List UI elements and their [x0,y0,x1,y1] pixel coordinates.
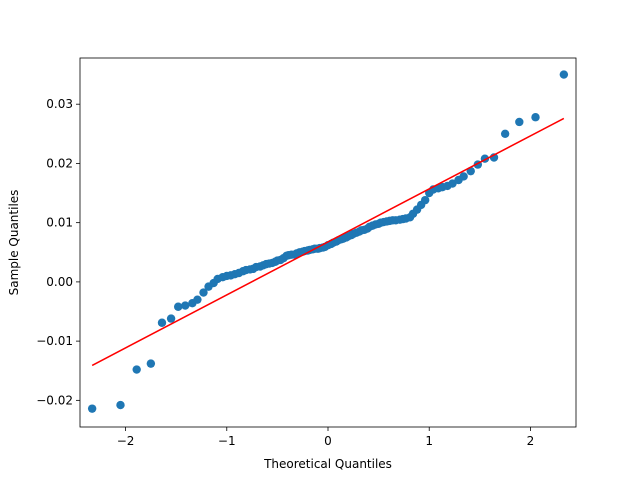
data-point [166,314,176,323]
x-axis-ticks: −2 −1 0 1 2 [117,427,535,448]
x-axis-label: Theoretical Quantiles [263,457,392,471]
data-point [420,195,430,205]
reference-line [91,117,565,367]
y-tick-label: 0.01 [46,216,73,230]
data-point [199,288,208,297]
data-point [116,400,125,410]
x-tick-label: 2 [527,434,535,448]
y-tick-label: −0.01 [36,334,73,348]
data-point [515,117,524,127]
points-layer [87,70,569,413]
data-point [559,70,569,79]
y-tick-label: 0.02 [46,156,73,170]
data-point [531,113,540,122]
data-point [146,359,156,368]
data-point [173,302,183,311]
data-point [157,318,167,327]
x-tick-label: −1 [218,434,236,448]
y-tick-label: 0.03 [46,97,73,111]
y-axis-ticks: −0.02 −0.01 0.00 0.01 0.02 0.03 [36,97,80,407]
data-point [500,129,510,139]
data-point [459,172,468,181]
x-tick-label: −2 [117,434,135,448]
x-tick-label: 1 [425,434,433,448]
data-point [181,301,190,310]
data-point [448,179,457,188]
data-point [132,365,141,374]
x-tick-label: 0 [324,434,332,448]
y-axis-label: Sample Quantiles [7,190,21,296]
y-tick-label: 0.00 [46,275,73,289]
data-point [193,295,202,304]
data-point [87,404,97,413]
y-tick-label: −0.02 [36,393,73,407]
